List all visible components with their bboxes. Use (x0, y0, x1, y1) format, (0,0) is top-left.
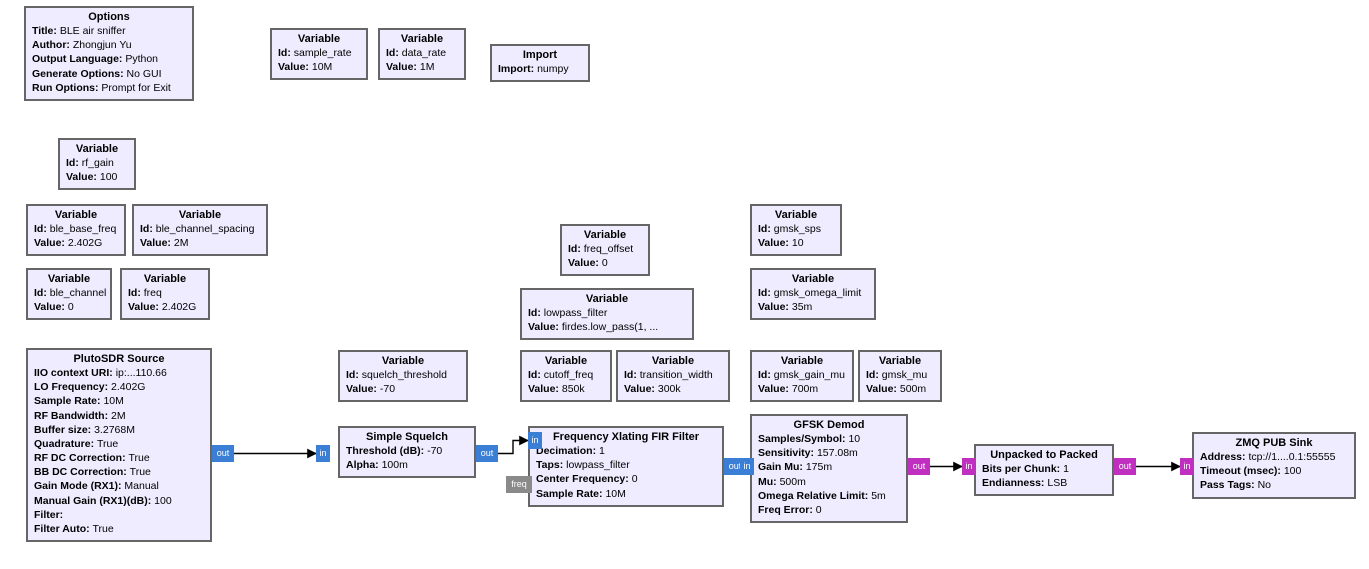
options-row-run: Run Options: Prompt for Exit (32, 81, 186, 95)
var-lowpass-filter[interactable]: Variable Id: lowpass_filter Value: firde… (520, 288, 694, 340)
var-freq-offset[interactable]: Variable Id: freq_offset Value: 0 (560, 224, 650, 276)
var-ble-base-freq[interactable]: Variable Id: ble_base_freq Value: 2.402G (26, 204, 126, 256)
port-fir_in[interactable]: in (528, 432, 542, 449)
options-row-title: Title: BLE air sniffer (32, 24, 186, 38)
gfsk-demod-block[interactable]: GFSK Demod Samples/Symbol: 10 Sensitivit… (750, 414, 908, 523)
simple-squelch-block[interactable]: Simple Squelch Threshold (dB): -70 Alpha… (338, 426, 476, 478)
port-fir_freq[interactable]: freq (506, 476, 532, 493)
var-squelch-threshold[interactable]: Variable Id: squelch_threshold Value: -7… (338, 350, 468, 402)
var-data-rate[interactable]: Variable Id: data_rate Value: 1M (378, 28, 466, 80)
var-sample-rate[interactable]: Variable Id: sample_rate Value: 10M (270, 28, 368, 80)
port-u2p_in[interactable]: in (962, 458, 976, 475)
port-gfsk_in[interactable]: in (740, 458, 754, 475)
zmq-pub-sink-block[interactable]: ZMQ PUB Sink Address: tcp://1....0.1:555… (1192, 432, 1356, 499)
var-gmsk-sps[interactable]: Variable Id: gmsk_sps Value: 10 (750, 204, 842, 256)
options-row-author: Author: Zhongjun Yu (32, 38, 186, 52)
options-title: Options (32, 11, 186, 23)
freq-xlating-fir-filter-block[interactable]: Frequency Xlating FIR Filter Decimation:… (528, 426, 724, 507)
var-transition-width[interactable]: Variable Id: transition_width Value: 300… (616, 350, 730, 402)
options-row-gen: Generate Options: No GUI (32, 67, 186, 81)
var-gmsk-mu[interactable]: Variable Id: gmsk_mu Value: 500m (858, 350, 942, 402)
port-squelch_out[interactable]: out (476, 445, 498, 462)
plutosdr-source-block[interactable]: PlutoSDR Source IIO context URI: ip:...1… (26, 348, 212, 542)
var-ble-channel[interactable]: Variable Id: ble_channel Value: 0 (26, 268, 112, 320)
var-rf-gain[interactable]: Variable Id: rf_gain Value: 100 (58, 138, 136, 190)
unpacked-to-packed-block[interactable]: Unpacked to Packed Bits per Chunk: 1 End… (974, 444, 1114, 496)
port-squelch_in[interactable]: in (316, 445, 330, 462)
port-u2p_out[interactable]: out (1114, 458, 1136, 475)
import-block[interactable]: Import Import: numpy (490, 44, 590, 82)
port-zmq_in[interactable]: in (1180, 458, 1194, 475)
options-block[interactable]: Options Title: BLE air sniffer Author: Z… (24, 6, 194, 101)
var-ble-channel-spacing[interactable]: Variable Id: ble_channel_spacing Value: … (132, 204, 268, 256)
options-row-lang: Output Language: Python (32, 52, 186, 66)
port-gfsk_out[interactable]: out (908, 458, 930, 475)
var-gmsk-omega-limit[interactable]: Variable Id: gmsk_omega_limit Value: 35m (750, 268, 876, 320)
var-gmsk-gain-mu[interactable]: Variable Id: gmsk_gain_mu Value: 700m (750, 350, 854, 402)
var-cutoff-freq[interactable]: Variable Id: cutoff_freq Value: 850k (520, 350, 612, 402)
port-pluto_out[interactable]: out (212, 445, 234, 462)
var-freq[interactable]: Variable Id: freq Value: 2.402G (120, 268, 210, 320)
